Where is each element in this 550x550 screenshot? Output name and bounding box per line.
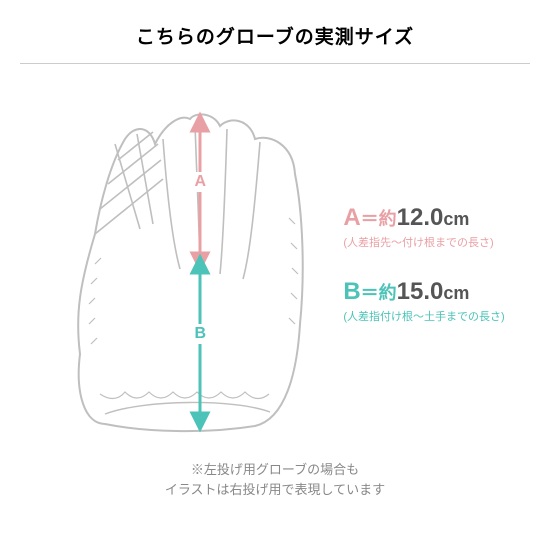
measurement-a: A＝約12.0cm (人差指先～付け根までの長さ) bbox=[343, 204, 504, 250]
measurement-labels: A＝約12.0cm (人差指先～付け根までの長さ) B＝約15.0cm (人差指… bbox=[343, 204, 504, 324]
content-row: A B A＝約12.0cm (人差指先～付け根までの長さ) B＝約15.0cm … bbox=[0, 64, 550, 454]
footnote-line-2: イラストは右投げ用で表現しています bbox=[0, 480, 550, 500]
desc-a: (人差指先～付け根までの長さ) bbox=[343, 234, 504, 250]
value-a: 12.0 bbox=[397, 204, 444, 231]
arrow-label-a: A bbox=[190, 172, 210, 192]
glove-svg bbox=[45, 84, 325, 444]
eq-a: ＝約 bbox=[361, 209, 397, 229]
footnote: ※左投げ用グローブの場合も イラストは右投げ用で表現しています bbox=[0, 460, 550, 499]
letter-a: A bbox=[343, 204, 360, 231]
glove-diagram: A B bbox=[45, 84, 325, 444]
unit-b: cm bbox=[443, 283, 469, 303]
arrow-label-b: B bbox=[190, 324, 210, 344]
footnote-line-1: ※左投げ用グローブの場合も bbox=[0, 460, 550, 480]
eq-b: ＝約 bbox=[361, 283, 397, 303]
value-b: 15.0 bbox=[397, 278, 444, 305]
desc-b: (人差指付け根～土手までの長さ) bbox=[343, 308, 504, 324]
letter-b: B bbox=[343, 278, 360, 305]
measurement-b: B＝約15.0cm (人差指付け根～土手までの長さ) bbox=[343, 278, 504, 324]
page-title: こちらのグローブの実測サイズ bbox=[0, 0, 550, 63]
unit-a: cm bbox=[443, 209, 469, 229]
